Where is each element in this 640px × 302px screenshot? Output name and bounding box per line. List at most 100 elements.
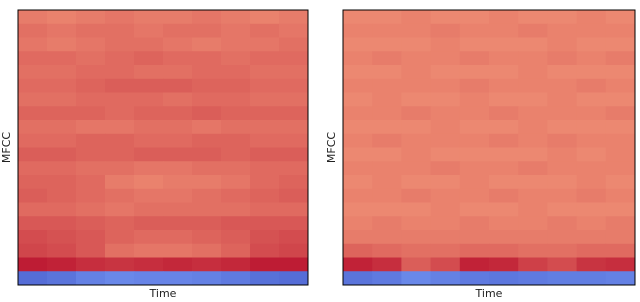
heatmap-cell bbox=[47, 257, 77, 272]
heatmap-cell bbox=[489, 51, 519, 66]
heatmap-cell bbox=[134, 37, 164, 52]
heatmap-cell bbox=[547, 78, 578, 93]
heatmap-cell bbox=[105, 230, 135, 245]
heatmap-cell bbox=[105, 23, 135, 38]
heatmap-cell bbox=[605, 37, 636, 52]
heatmap-cell bbox=[76, 133, 106, 148]
heatmap-cell bbox=[372, 147, 402, 162]
heatmap-cell bbox=[372, 23, 402, 38]
heatmap-cell bbox=[401, 51, 432, 66]
heatmap-cell bbox=[105, 161, 135, 176]
heatmap-cell bbox=[279, 10, 309, 25]
heatmap-cell bbox=[221, 133, 251, 148]
heatmap-cell bbox=[547, 106, 578, 121]
heatmap-cell bbox=[18, 147, 48, 162]
heatmap-cell bbox=[343, 92, 373, 107]
heatmap-cell bbox=[47, 37, 77, 52]
heatmap-cell bbox=[489, 271, 519, 286]
heatmap-cell bbox=[547, 230, 578, 245]
heatmap-cell bbox=[47, 188, 77, 203]
heatmap-cell bbox=[459, 271, 490, 286]
heatmap-cell bbox=[401, 257, 432, 272]
heatmap-cell bbox=[518, 65, 548, 80]
heatmap-cell bbox=[401, 78, 432, 93]
heatmap-cell bbox=[250, 271, 280, 286]
heatmap-cell bbox=[401, 92, 432, 107]
heatmap-cell bbox=[18, 10, 48, 25]
heatmap-cell bbox=[489, 147, 519, 162]
heatmap-cell bbox=[605, 10, 636, 25]
heatmap-cell bbox=[18, 37, 48, 52]
heatmap-cell bbox=[459, 147, 490, 162]
heatmap-cell bbox=[459, 78, 490, 93]
heatmap-cell bbox=[489, 120, 519, 135]
heatmap-cell bbox=[279, 257, 309, 272]
heatmap-cell bbox=[518, 188, 548, 203]
heatmap-cell bbox=[163, 257, 193, 272]
heatmap-cell bbox=[250, 243, 280, 258]
heatmap-cell bbox=[459, 120, 490, 135]
heatmap-cell bbox=[343, 133, 373, 148]
heatmap-cell bbox=[221, 257, 251, 272]
heatmap-cell bbox=[605, 120, 636, 135]
heatmap-cell bbox=[192, 37, 222, 52]
heatmap-cell bbox=[372, 216, 402, 231]
heatmap-cell bbox=[47, 106, 77, 121]
heatmap-cell bbox=[576, 10, 607, 25]
heatmap-cell bbox=[459, 106, 490, 121]
heatmap-cell bbox=[279, 65, 309, 80]
heatmap-cell bbox=[105, 37, 135, 52]
heatmap-cell bbox=[134, 243, 164, 258]
heatmap-cell bbox=[18, 78, 48, 93]
heatmap-cell bbox=[547, 216, 578, 231]
heatmap-cell bbox=[401, 188, 432, 203]
heatmap-cell bbox=[605, 202, 636, 217]
heatmap-cell bbox=[279, 243, 309, 258]
heatmap-cell bbox=[279, 230, 309, 245]
heatmap-cell bbox=[430, 161, 461, 176]
heatmap-cell bbox=[134, 106, 164, 121]
heatmap-cell bbox=[605, 257, 636, 272]
heatmap-cell bbox=[47, 202, 77, 217]
heatmap bbox=[343, 10, 636, 286]
heatmap-cell bbox=[18, 106, 48, 121]
heatmap-cell bbox=[547, 65, 578, 80]
heatmap-cell bbox=[430, 133, 461, 148]
heatmap-cell bbox=[18, 216, 48, 231]
heatmap-cell bbox=[489, 175, 519, 190]
heatmap-cell bbox=[605, 230, 636, 245]
heatmap-cell bbox=[221, 216, 251, 231]
heatmap-cell bbox=[401, 65, 432, 80]
heatmap-cell bbox=[47, 243, 77, 258]
heatmap-cell bbox=[18, 23, 48, 38]
heatmap-cell bbox=[192, 161, 222, 176]
heatmap-cell bbox=[518, 23, 548, 38]
heatmap-cell bbox=[430, 65, 461, 80]
heatmap-cell bbox=[576, 23, 607, 38]
heatmap-cell bbox=[47, 51, 77, 66]
heatmap-cell bbox=[221, 23, 251, 38]
heatmap-cell bbox=[18, 230, 48, 245]
heatmap-cell bbox=[18, 188, 48, 203]
heatmap-cell bbox=[250, 106, 280, 121]
heatmap-cell bbox=[192, 23, 222, 38]
heatmap-cell bbox=[250, 257, 280, 272]
heatmap-cell bbox=[430, 230, 461, 245]
heatmap-cell bbox=[163, 10, 193, 25]
heatmap-cell bbox=[430, 271, 461, 286]
heatmap-cell bbox=[134, 202, 164, 217]
heatmap-cell bbox=[250, 230, 280, 245]
heatmap-cell bbox=[76, 23, 106, 38]
heatmap-cell bbox=[343, 147, 373, 162]
heatmap-cell bbox=[163, 216, 193, 231]
heatmap-cell bbox=[489, 202, 519, 217]
heatmap-cell bbox=[76, 51, 106, 66]
heatmap-cell bbox=[372, 230, 402, 245]
heatmap-cell bbox=[279, 51, 309, 66]
heatmap-cell bbox=[576, 106, 607, 121]
heatmap-cell bbox=[192, 133, 222, 148]
heatmap-cell bbox=[518, 161, 548, 176]
heatmap-cell bbox=[489, 216, 519, 231]
heatmap-cell bbox=[547, 147, 578, 162]
heatmap-cell bbox=[547, 37, 578, 52]
